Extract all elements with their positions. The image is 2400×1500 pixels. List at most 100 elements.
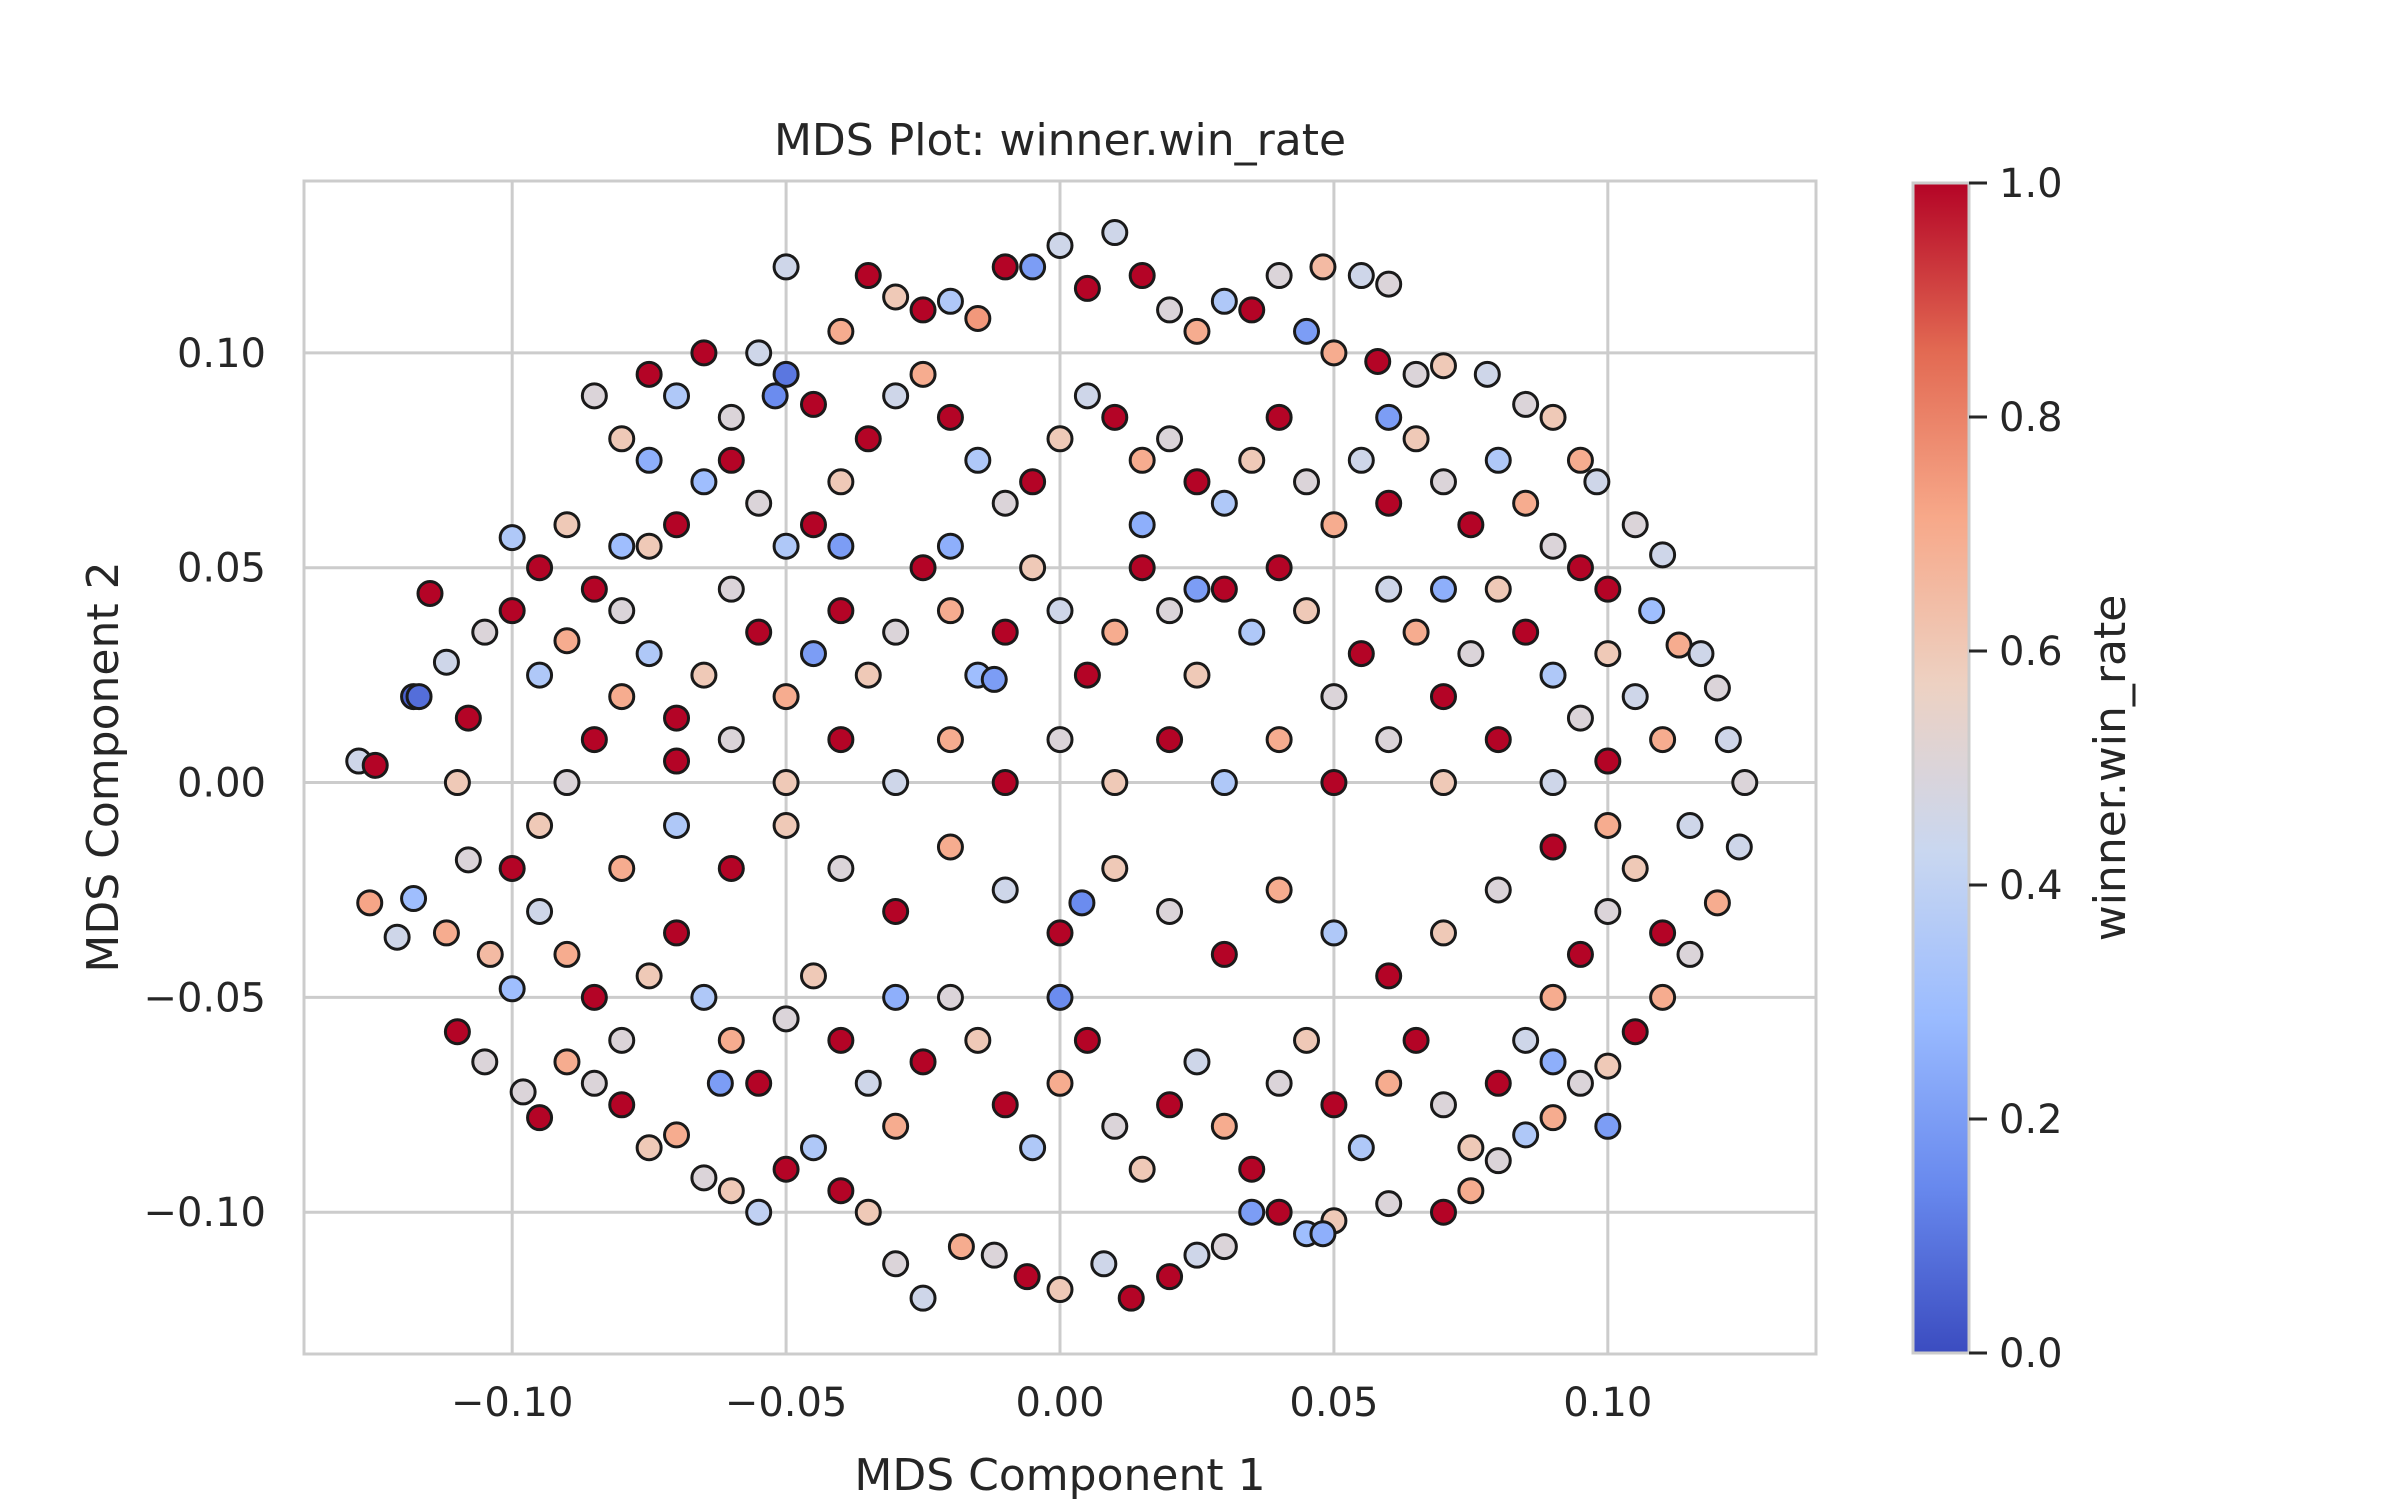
scatter-point [1539,1048,1567,1076]
x-tick-label: −0.10 [451,1380,574,1426]
scatter-point [827,1026,855,1054]
scatter-point [1073,382,1101,410]
scatter-point [1665,631,1693,659]
scatter-point [1457,511,1485,539]
scatter-point [1375,1190,1403,1218]
scatter-point [799,1134,827,1162]
scatter-point [526,661,554,689]
scatter-point [1594,575,1622,603]
scatter-point [1156,425,1184,453]
scatter-point [799,511,827,539]
scatter-point [635,446,663,474]
scatter-point [498,597,526,625]
scatter-point [909,296,937,324]
scatter-point [980,665,1008,693]
scatter-point [1703,674,1731,702]
scatter-point [1073,274,1101,302]
scatter-point [1210,769,1238,797]
scatter-point [1429,352,1457,380]
scatter-point [1210,287,1238,315]
scatter-point [936,726,964,754]
scatter-point [1183,661,1211,689]
scatter-point [476,940,504,968]
scatter-point [936,287,964,315]
scatter-point [1210,1233,1238,1261]
scatter-point [772,769,800,797]
scatter-point [553,940,581,968]
scatter-point [663,919,691,947]
scatter-point [1019,253,1047,281]
scatter-point [882,897,910,925]
scatter-point [936,833,964,861]
scatter-point [717,1026,745,1054]
scatter-point [580,382,608,410]
scatter-point [772,1005,800,1033]
scatter-point [663,1121,691,1149]
scatter-point [1429,1198,1457,1226]
scatter-point [827,726,855,754]
scatter-point [608,425,636,453]
scatter-point [745,1198,773,1226]
scatter-point [1156,726,1184,754]
colorbar-tick-label: 0.8 [1999,395,2063,441]
scatter-point [1429,575,1457,603]
scatter-point [663,511,691,539]
scatter-point [1046,597,1074,625]
scatter-point [947,1233,975,1261]
scatter-point [717,726,745,754]
scatter-point [454,704,482,732]
scatter-point [991,618,1019,646]
scatter-point [745,1069,773,1097]
scatter-point [1046,1069,1074,1097]
scatter-point [1375,1069,1403,1097]
scatter-point [1347,262,1375,290]
scatter-point [416,579,444,607]
scatter-point [1539,769,1567,797]
scatter-point [1621,511,1649,539]
scatter-point [1512,1026,1540,1054]
scatter-point [635,360,663,388]
scatter-point [1402,425,1430,453]
scatter-point [1265,1069,1293,1097]
scatter-point [690,1164,718,1192]
scatter-point [1046,983,1074,1011]
scatter-point [1046,1276,1074,1304]
scatter-point [936,532,964,560]
scatter-point [498,854,526,882]
scatter-point [1457,640,1485,668]
scatter-point [1375,575,1403,603]
scatter-point [964,446,992,474]
scatter-point [1309,253,1337,281]
y-tick-label: 0.10 [177,331,266,377]
scatter-point [1402,618,1430,646]
scatter-point [1649,541,1677,569]
scatter-point [1156,1263,1184,1291]
scatter-point [745,618,773,646]
scatter-point [471,618,499,646]
colorbar-tick-label: 0.6 [1999,629,2063,675]
scatter-point [690,661,718,689]
scatter-point [909,554,937,582]
scatter-point [1539,403,1567,431]
scatter-point [854,425,882,453]
scatter-point [1402,360,1430,388]
scatter-point [1484,446,1512,474]
scatter-point [882,283,910,311]
scatter-point [1703,889,1731,917]
scatter-point [526,554,554,582]
scatter-point [1638,597,1666,625]
scatter-point [526,897,554,925]
scatter-point [635,640,663,668]
scatter-point [1309,1220,1337,1248]
scatter-point [761,382,789,410]
scatter-point [1293,597,1321,625]
scatter-point [553,769,581,797]
scatter-point [1375,726,1403,754]
colorbar-tick-label: 0.4 [1999,863,2063,909]
scatter-point [772,812,800,840]
scatter-point [1238,618,1266,646]
scatter-point [936,403,964,431]
scatter-point [964,1026,992,1054]
scatter-point [1293,317,1321,345]
